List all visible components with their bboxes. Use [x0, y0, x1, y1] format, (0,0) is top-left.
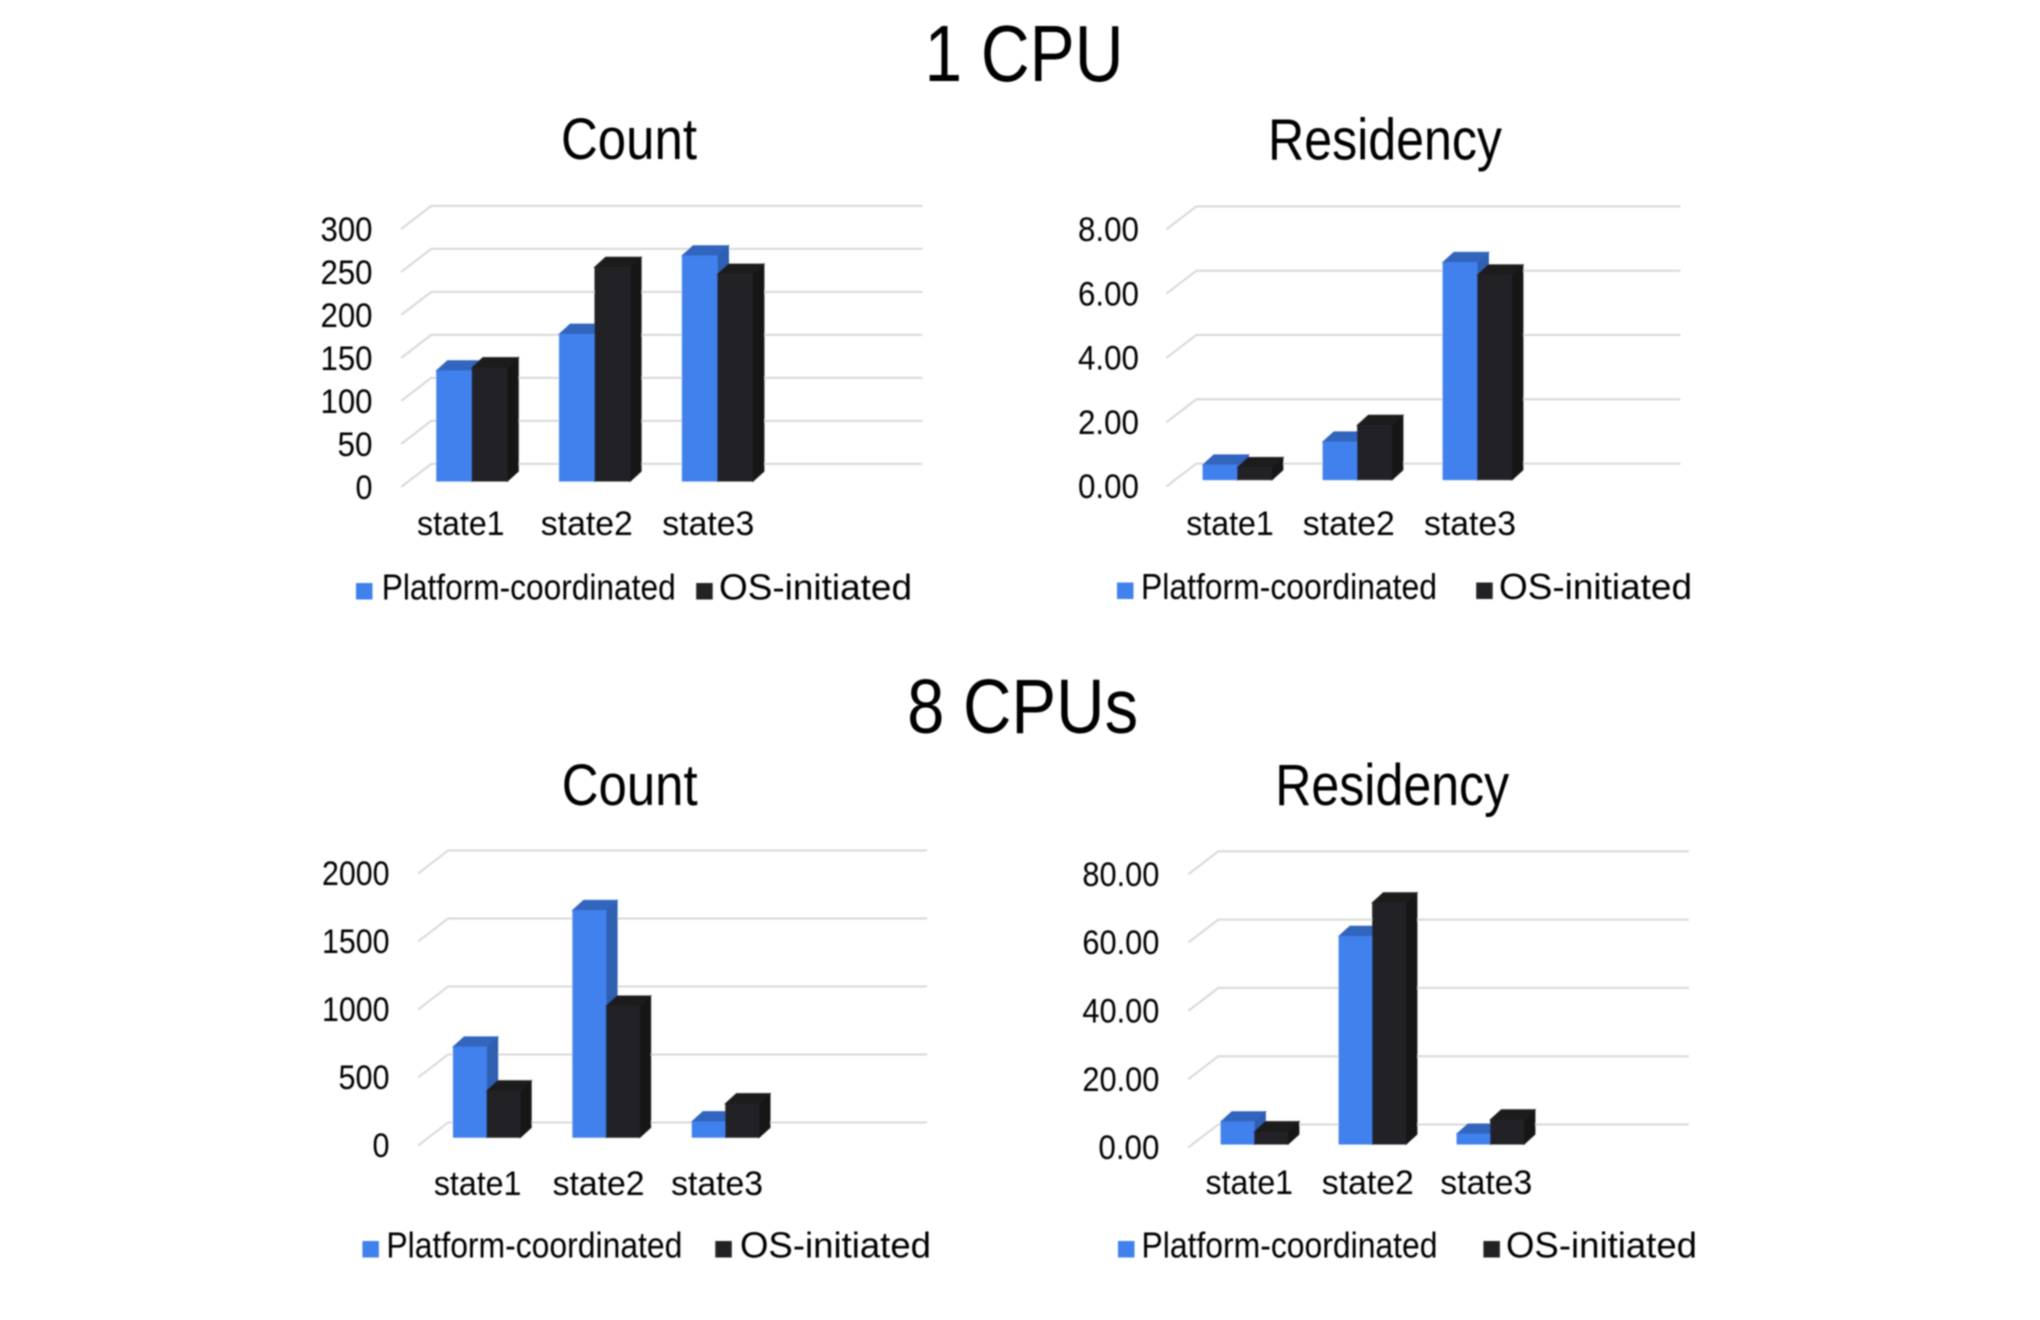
svg-text:1000: 1000: [322, 991, 390, 1029]
svg-text:0: 0: [373, 1127, 390, 1165]
svg-text:0.00: 0.00: [1098, 1129, 1159, 1167]
svg-text:state3: state3: [671, 1165, 763, 1203]
svg-text:OS-initiated: OS-initiated: [1506, 1225, 1697, 1266]
svg-text:Platform-coordinated: Platform-coordinated: [1142, 1225, 1438, 1266]
svg-text:state3: state3: [1440, 1164, 1532, 1202]
svg-text:40.00: 40.00: [1082, 993, 1159, 1031]
svg-text:state1: state1: [434, 1165, 522, 1203]
svg-text:50: 50: [338, 426, 373, 464]
svg-text:1500: 1500: [322, 923, 390, 961]
svg-text:Count: Count: [561, 107, 697, 172]
svg-text:state2: state2: [541, 505, 633, 543]
svg-text:Residency: Residency: [1275, 753, 1509, 818]
svg-text:80.00: 80.00: [1082, 856, 1159, 894]
svg-text:150: 150: [321, 340, 373, 378]
svg-text:state1: state1: [1186, 505, 1274, 543]
svg-text:300: 300: [321, 211, 373, 249]
svg-text:4.00: 4.00: [1078, 340, 1139, 378]
svg-text:Platform-coordinated: Platform-coordinated: [386, 1225, 682, 1266]
svg-text:OS-initiated: OS-initiated: [1499, 566, 1692, 607]
svg-text:8.00: 8.00: [1078, 211, 1139, 249]
svg-text:8 CPUs: 8 CPUs: [907, 664, 1138, 750]
svg-text:1 CPU: 1 CPU: [925, 9, 1124, 98]
svg-text:Platform-coordinated: Platform-coordinated: [1141, 566, 1437, 607]
svg-text:state1: state1: [1206, 1164, 1294, 1202]
svg-text:2000: 2000: [322, 855, 390, 893]
svg-text:0.00: 0.00: [1078, 468, 1139, 506]
svg-text:state3: state3: [662, 505, 754, 543]
svg-text:OS-initiated: OS-initiated: [719, 567, 912, 608]
svg-text:state3: state3: [1424, 505, 1516, 543]
svg-text:100: 100: [321, 383, 373, 421]
svg-text:Count: Count: [562, 753, 698, 818]
svg-text:Platform-coordinated: Platform-coordinated: [382, 567, 676, 608]
svg-text:250: 250: [321, 254, 373, 292]
svg-text:2.00: 2.00: [1078, 404, 1139, 442]
svg-text:200: 200: [321, 297, 373, 335]
svg-text:500: 500: [339, 1059, 390, 1097]
svg-text:state1: state1: [417, 505, 505, 543]
svg-text:6.00: 6.00: [1078, 275, 1139, 313]
svg-text:0: 0: [356, 469, 373, 507]
svg-text:60.00: 60.00: [1082, 924, 1159, 962]
svg-text:OS-initiated: OS-initiated: [740, 1225, 931, 1266]
svg-text:state2: state2: [1303, 505, 1395, 543]
svg-text:state2: state2: [1322, 1164, 1414, 1202]
svg-text:Residency: Residency: [1268, 108, 1502, 173]
svg-text:20.00: 20.00: [1082, 1061, 1159, 1099]
svg-text:state2: state2: [553, 1165, 645, 1203]
